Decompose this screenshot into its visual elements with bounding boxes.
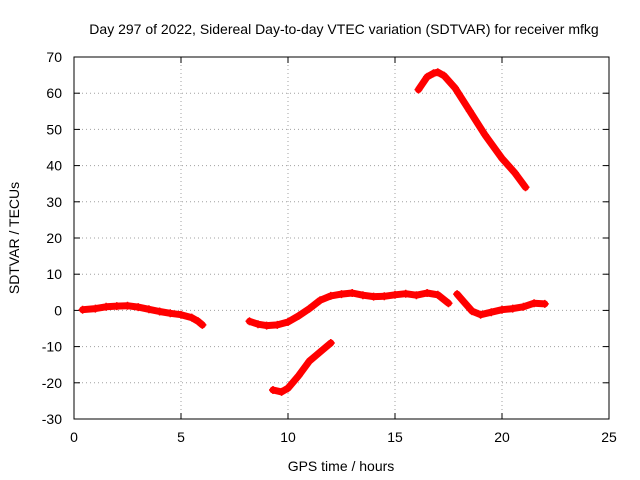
y-tick-label: -10 xyxy=(42,339,62,355)
y-tick-label: 60 xyxy=(46,85,62,101)
x-tick-labels: 0 5 10 15 20 25 xyxy=(70,429,617,445)
data-point xyxy=(433,68,442,77)
data-point xyxy=(273,320,282,329)
data-point xyxy=(284,384,292,393)
series-points-arc-3 xyxy=(269,339,335,396)
data-point xyxy=(194,317,203,326)
data-point xyxy=(391,290,399,299)
x-tick-label: 5 xyxy=(177,429,185,445)
x-tick-label: 20 xyxy=(494,429,510,445)
data-point xyxy=(134,303,143,312)
y-tick-label: 50 xyxy=(46,121,62,137)
data-point xyxy=(412,291,421,300)
data-point xyxy=(316,296,325,305)
y-tick-labels: -30 -20 -10 0 10 20 30 40 50 60 70 xyxy=(42,49,62,427)
data-point xyxy=(498,154,506,163)
data-point xyxy=(123,301,132,310)
data-point xyxy=(155,307,164,316)
data-point xyxy=(519,302,528,311)
data-point xyxy=(78,305,87,314)
x-axis-label: GPS time / hours xyxy=(288,458,395,474)
data-point xyxy=(284,318,292,326)
data-point xyxy=(433,290,442,299)
data-point xyxy=(102,302,111,311)
data-point xyxy=(277,387,286,396)
data-point xyxy=(369,292,378,301)
data-point xyxy=(305,304,314,313)
data-point xyxy=(459,297,468,306)
data-point xyxy=(358,291,367,300)
x-tick-label: 0 xyxy=(70,429,78,445)
data-point xyxy=(429,69,438,78)
data-point xyxy=(198,320,207,329)
data-point xyxy=(440,71,449,80)
data-point xyxy=(254,320,262,329)
data-point xyxy=(401,289,410,298)
data-point xyxy=(450,83,459,92)
data-point xyxy=(530,299,539,308)
series-line-arc-3 xyxy=(269,339,335,396)
data-point xyxy=(144,305,153,314)
y-tick-label: 40 xyxy=(46,158,62,174)
series-points-arc-1 xyxy=(78,301,207,329)
data-point xyxy=(294,371,303,380)
data-point xyxy=(498,305,506,314)
y-tick-label: 10 xyxy=(46,266,62,282)
y-tick-label: 0 xyxy=(54,302,62,318)
data-point xyxy=(508,304,517,313)
data-point xyxy=(444,299,453,308)
series-layer xyxy=(78,68,549,396)
data-point xyxy=(305,357,314,366)
data-point xyxy=(294,311,303,320)
x-tick-label: 10 xyxy=(280,429,296,445)
data-point xyxy=(337,290,346,299)
data-point xyxy=(262,321,271,330)
y-tick-label: -30 xyxy=(42,411,62,427)
grid xyxy=(74,57,609,419)
data-point xyxy=(510,168,519,177)
y-axis-label: SDTVAR / TECUs xyxy=(6,182,22,294)
series-points-arc-2 xyxy=(245,289,453,330)
data-point xyxy=(316,348,325,356)
data-point xyxy=(468,307,476,316)
series-points-arc-4 xyxy=(414,68,530,192)
data-point xyxy=(269,386,277,394)
data-point xyxy=(453,290,462,299)
data-point xyxy=(380,292,389,301)
data-point xyxy=(487,308,496,317)
data-point xyxy=(187,313,196,322)
y-tick-label: 20 xyxy=(46,230,62,246)
data-point xyxy=(112,302,121,311)
x-tick-label: 15 xyxy=(387,429,403,445)
series-line-arc-5 xyxy=(453,290,549,319)
data-point xyxy=(326,339,335,347)
data-point xyxy=(480,130,489,139)
data-point xyxy=(245,317,254,326)
y-tick-label: 30 xyxy=(46,194,62,210)
data-point xyxy=(326,291,335,300)
data-point xyxy=(540,299,549,308)
data-point xyxy=(476,310,485,319)
data-point xyxy=(348,289,357,297)
data-point xyxy=(423,72,432,81)
series-line-arc-2 xyxy=(246,289,452,330)
series-points-arc-5 xyxy=(453,290,549,319)
y-tick-label: 70 xyxy=(46,49,62,65)
data-point xyxy=(521,183,530,192)
x-tick-label: 25 xyxy=(601,429,617,445)
data-point xyxy=(177,310,185,319)
chart-title: Day 297 of 2022, Sidereal Day-to-day VTE… xyxy=(89,21,598,37)
data-point xyxy=(166,309,175,318)
data-point xyxy=(91,304,100,313)
data-point xyxy=(465,107,474,116)
data-point xyxy=(414,85,423,94)
data-point xyxy=(423,289,432,297)
y-tick-label: -20 xyxy=(42,375,62,391)
